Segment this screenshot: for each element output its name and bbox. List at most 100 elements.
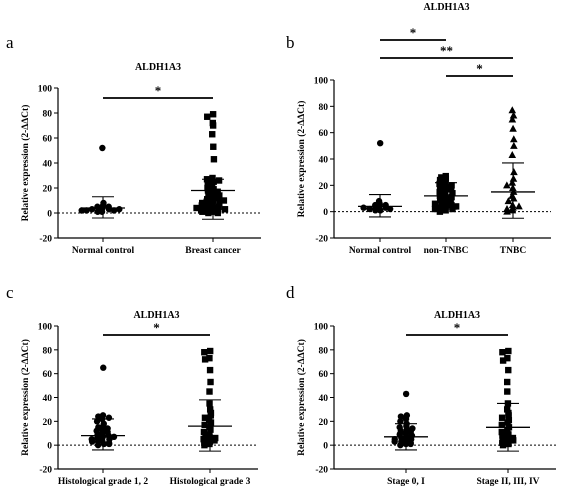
y-tick-label: 80 bbox=[43, 346, 53, 356]
y-tick-label: 20 bbox=[43, 185, 53, 195]
data-point bbox=[504, 354, 511, 362]
data-point bbox=[397, 418, 404, 425]
data-point bbox=[105, 414, 113, 421]
data-point bbox=[209, 111, 217, 118]
data-point bbox=[436, 180, 443, 188]
data-point bbox=[366, 205, 373, 213]
data-point bbox=[509, 135, 518, 143]
data-point bbox=[499, 436, 507, 443]
data-point bbox=[508, 178, 517, 186]
data-point bbox=[215, 194, 222, 202]
data-point bbox=[83, 207, 90, 214]
data-point bbox=[504, 197, 513, 205]
x-category-label: Stage 0, I bbox=[387, 477, 425, 487]
data-point bbox=[397, 413, 405, 420]
data-point bbox=[201, 421, 208, 429]
data-point bbox=[402, 415, 410, 423]
data-point bbox=[94, 208, 101, 215]
data-point bbox=[441, 191, 449, 198]
panel-letter: a bbox=[6, 33, 14, 52]
data-point bbox=[210, 186, 217, 193]
significance-label: * bbox=[410, 25, 417, 40]
y-tick-label: 60 bbox=[319, 129, 329, 139]
data-point bbox=[204, 113, 211, 120]
data-point bbox=[499, 432, 506, 439]
y-tick-label: 80 bbox=[319, 346, 329, 356]
data-point bbox=[510, 168, 518, 176]
significance-label: * bbox=[476, 61, 483, 76]
data-point bbox=[372, 207, 379, 214]
data-point bbox=[216, 199, 223, 207]
data-point bbox=[397, 441, 404, 449]
data-point bbox=[449, 190, 456, 197]
y-axis-label: Relative expression (2-ΔΔCt) bbox=[20, 339, 31, 456]
data-point bbox=[510, 141, 518, 149]
data-point bbox=[436, 176, 444, 184]
x-category-label: Histological grade 1, 2 bbox=[58, 477, 148, 487]
data-point bbox=[382, 201, 389, 209]
data-point bbox=[504, 426, 511, 433]
x-category-label: TNBC bbox=[500, 246, 527, 256]
data-point bbox=[504, 378, 511, 386]
data-point bbox=[438, 200, 445, 207]
data-point bbox=[110, 433, 118, 441]
data-point bbox=[210, 156, 218, 163]
x-category-label: Normal control bbox=[72, 246, 135, 256]
data-point bbox=[210, 178, 217, 185]
data-point bbox=[105, 203, 112, 210]
y-tick-label: -20 bbox=[39, 466, 52, 476]
y-tick-label: 0 bbox=[47, 210, 52, 220]
data-point bbox=[214, 188, 221, 195]
data-point bbox=[193, 204, 200, 212]
data-point bbox=[407, 440, 414, 448]
data-point bbox=[402, 390, 410, 398]
data-point bbox=[376, 140, 384, 147]
data-point bbox=[504, 388, 511, 395]
data-point bbox=[204, 206, 211, 213]
y-tick-label: 100 bbox=[314, 77, 329, 87]
data-point bbox=[505, 347, 512, 355]
data-point bbox=[202, 432, 209, 439]
data-point bbox=[499, 357, 507, 364]
y-tick-label: -20 bbox=[39, 235, 52, 245]
data-point bbox=[206, 388, 213, 395]
data-point bbox=[206, 354, 213, 362]
data-point bbox=[100, 440, 108, 448]
x-category-label: Normal control bbox=[349, 246, 412, 256]
significance-label: * bbox=[454, 320, 461, 335]
data-point bbox=[88, 436, 95, 443]
x-category-label: Breast cancer bbox=[185, 246, 241, 256]
data-point bbox=[215, 203, 222, 210]
data-point bbox=[508, 115, 517, 123]
y-tick-label: -20 bbox=[315, 466, 328, 476]
y-tick-label: -20 bbox=[315, 235, 328, 245]
data-point bbox=[215, 177, 223, 184]
data-point bbox=[209, 174, 216, 182]
y-tick-label: 100 bbox=[314, 323, 329, 333]
data-point bbox=[201, 414, 209, 421]
data-point bbox=[448, 182, 455, 189]
y-tick-label: 100 bbox=[38, 85, 53, 95]
data-point bbox=[206, 347, 214, 355]
x-category-label: non-TNBC bbox=[424, 246, 469, 256]
data-point bbox=[206, 366, 214, 374]
data-point bbox=[448, 201, 455, 209]
data-point bbox=[436, 208, 444, 215]
panel-letter: c bbox=[6, 283, 14, 302]
data-point bbox=[105, 440, 113, 448]
data-point bbox=[198, 199, 206, 207]
x-category-label: Histological grade 3 bbox=[170, 477, 251, 487]
data-point bbox=[205, 209, 212, 217]
data-point bbox=[212, 434, 219, 442]
y-tick-label: 0 bbox=[323, 208, 328, 218]
panel-letter: b bbox=[286, 33, 295, 52]
data-point bbox=[509, 194, 518, 202]
data-point bbox=[448, 193, 455, 201]
data-point bbox=[391, 436, 398, 443]
data-point bbox=[93, 418, 101, 425]
data-point bbox=[210, 208, 218, 215]
data-point bbox=[505, 412, 512, 419]
data-point bbox=[503, 181, 511, 189]
y-tick-label: 40 bbox=[319, 394, 329, 404]
y-tick-label: 20 bbox=[319, 418, 329, 428]
